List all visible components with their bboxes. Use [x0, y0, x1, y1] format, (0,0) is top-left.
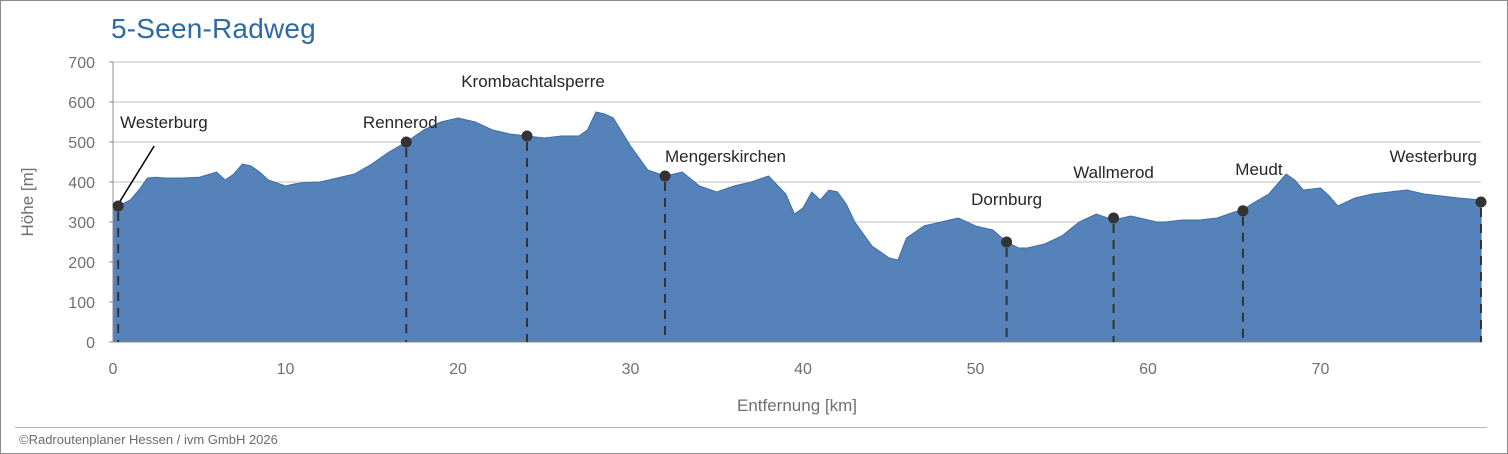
x-tick-label: 60	[1139, 361, 1157, 378]
x-tick-label: 40	[794, 361, 812, 378]
waypoint-label: Wallmerod	[1073, 163, 1154, 182]
chart-title: 5-Seen-Radweg	[111, 13, 316, 44]
waypoint-marker	[521, 130, 533, 142]
waypoint-markers: Westerburg Rennerod Krombachtalsperre Menge…	[112, 72, 1487, 342]
waypoint-marker	[659, 170, 671, 182]
waypoint-label: Meudt	[1235, 160, 1283, 179]
x-axis-title: Entfernung [km]	[737, 396, 857, 415]
elevation-area-path	[112, 111, 1482, 343]
y-tick-label: 600	[68, 95, 95, 112]
x-tick-label: 30	[622, 361, 640, 378]
y-tick-label: 100	[68, 295, 95, 312]
y-axis-title: Höhe [m]	[18, 168, 37, 237]
waypoint-leader-line	[119, 145, 155, 202]
x-tick-label: 0	[109, 361, 118, 378]
waypoint-label: Westerburg	[120, 113, 208, 132]
waypoint-marker	[400, 136, 412, 148]
waypoint-marker	[1001, 236, 1013, 248]
y-tick-label: 700	[68, 55, 95, 72]
y-tick-label: 0	[86, 335, 95, 352]
x-tick-label: 70	[1312, 361, 1330, 378]
waypoint-marker	[1237, 205, 1249, 217]
waypoint-label: Mengerskirchen	[665, 147, 786, 166]
waypoint-marker	[1108, 212, 1120, 224]
waypoint-label: Dornburg	[971, 190, 1042, 209]
y-tick-label: 500	[68, 135, 95, 152]
waypoint-label: Krombachtalsperre	[461, 72, 605, 91]
waypoint-label: Westerburg	[1389, 147, 1477, 166]
elevation-area	[112, 111, 1482, 343]
footer-divider	[15, 427, 1487, 428]
y-tick-label: 300	[68, 215, 95, 232]
x-tick-label: 50	[967, 361, 985, 378]
waypoint-marker	[1475, 196, 1487, 208]
x-tick-label: 20	[449, 361, 467, 378]
y-tick-label: 400	[68, 175, 95, 192]
axes	[112, 62, 1481, 343]
x-tick-label: 10	[277, 361, 295, 378]
waypoint-label: Rennerod	[363, 113, 438, 132]
waypoint-marker	[112, 200, 124, 212]
tick-labels: 0 100 200 300 400 500 600 700 0 10 20 30 40 50 60 70	[68, 55, 1329, 378]
y-tick-label: 200	[68, 255, 95, 272]
copyright-text: ©Radroutenplaner Hessen / ivm GmbH 2026	[19, 432, 278, 447]
